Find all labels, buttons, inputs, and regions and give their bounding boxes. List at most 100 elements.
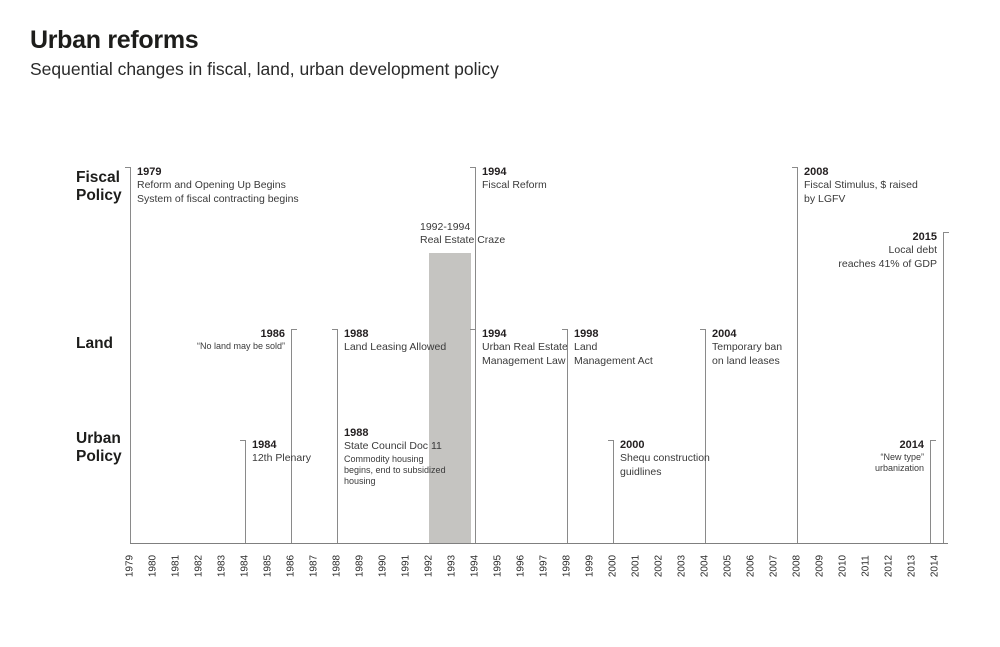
event-year: 2000 — [620, 439, 645, 451]
x-tick-label: 1997 — [538, 554, 550, 578]
event-fiscal-1979: 1979 Reform and Opening Up Begins System o… — [137, 166, 299, 206]
x-tick-label: 1989 — [354, 554, 366, 578]
x-tick-label: 2008 — [791, 554, 803, 578]
event-text-line: Shequ construction — [620, 452, 710, 464]
event-year: 1988 — [344, 427, 369, 439]
event-text-line: reaches 41% of GDP — [838, 257, 937, 270]
page-title: Urban reforms — [30, 26, 199, 54]
event-line — [291, 329, 292, 543]
x-tick-label: 2007 — [768, 554, 780, 578]
event-text-line: Temporary ban — [712, 341, 783, 353]
event-line — [567, 329, 568, 543]
event-line-cap — [332, 329, 337, 330]
event-year: 1994 — [482, 328, 507, 340]
event-line — [943, 232, 944, 543]
event-line — [613, 440, 614, 543]
event-year: 2014 — [899, 439, 924, 451]
event-text-line: Urban Real Estate — [482, 341, 568, 353]
x-tick-label: 1986 — [285, 554, 297, 578]
x-tick-label: 1987 — [308, 554, 320, 578]
x-tick-label: 2003 — [676, 554, 688, 578]
x-tick-label: 1990 — [377, 554, 389, 578]
event-line-cap — [562, 329, 567, 330]
event-line-cap — [700, 329, 705, 330]
event-year: 1986 — [260, 328, 285, 340]
x-tick-label: 2001 — [630, 554, 642, 578]
x-tick-label: 1994 — [469, 554, 481, 578]
event-line-cap — [792, 167, 797, 168]
event-year: 1979 — [137, 166, 162, 178]
x-tick-label: 1999 — [584, 554, 596, 578]
event-urban-2000: 2000 Shequ construction guidlines — [620, 439, 710, 479]
x-tick-label: 2005 — [722, 554, 734, 578]
x-tick-label: 1984 — [239, 554, 251, 578]
event-year: 2015 — [912, 231, 937, 243]
event-line-cap — [292, 329, 297, 330]
event-line — [797, 167, 798, 543]
event-line-cap — [931, 440, 936, 441]
event-line — [930, 440, 931, 543]
event-year: 1984 — [252, 439, 277, 451]
x-tick-label: 2000 — [607, 554, 619, 578]
event-text-line: Fiscal Stimulus, $ raised — [804, 179, 918, 191]
x-tick-label: 1979 — [124, 554, 136, 578]
event-fiscal-2008: 2008 Fiscal Stimulus, $ raised by LGFV — [804, 166, 918, 206]
event-urban-1988: 1988 State Council Doc 11 Commodity housin… — [344, 427, 446, 487]
event-year: 1998 — [574, 328, 599, 340]
event-subtext-line: begins, end to subsidized — [344, 464, 446, 475]
event-subtext-line: “New type” — [880, 452, 924, 462]
row-label-land: Land — [76, 335, 114, 352]
event-line-cap — [608, 440, 613, 441]
real-estate-craze-label: 1992-1994 Real Estate Craze — [420, 221, 505, 247]
event-text-line: on land leases — [712, 354, 780, 367]
event-land-1986: 1986 “No land may be sold” — [197, 328, 285, 352]
event-fiscal-1994: 1994 Fiscal Reform — [482, 166, 547, 193]
event-urban-2014: 2014 “New type” urbanization — [875, 439, 924, 474]
event-text-line: System of fiscal contracting begins — [137, 192, 299, 205]
x-tick-label: 1998 — [561, 554, 573, 578]
event-land-1994: 1994 Urban Real Estate Management Law — [482, 328, 568, 368]
event-subtext-line: urbanization — [874, 463, 924, 473]
event-year: 2008 — [804, 166, 829, 178]
band-label-line: 1992-1994 — [420, 221, 471, 233]
event-subtext-line: “No land may be sold” — [196, 341, 285, 351]
page-subtitle: Sequential changes in fiscal, land, urba… — [30, 59, 499, 79]
event-text-line: Land — [574, 341, 598, 353]
event-line — [475, 329, 476, 543]
x-tick-label: 2014 — [929, 554, 941, 578]
event-subtext-line: housing — [344, 475, 376, 486]
event-year: 2004 — [712, 328, 737, 340]
x-tick-label: 1993 — [446, 554, 458, 578]
event-text-line: Fiscal Reform — [482, 179, 547, 191]
event-line — [130, 167, 131, 543]
row-label-fiscal: Fiscal Policy — [76, 169, 122, 204]
real-estate-craze-band — [429, 253, 471, 543]
x-tick-label: 1980 — [147, 554, 159, 578]
event-line — [337, 440, 338, 543]
event-year: 1994 — [482, 166, 507, 178]
band-label-line: Real Estate Craze — [420, 234, 506, 246]
event-line-cap — [470, 167, 475, 168]
x-tick-label: 2004 — [699, 554, 711, 578]
x-tick-label: 2012 — [883, 554, 895, 578]
event-subtext-line: Commodity housing — [344, 453, 424, 464]
x-tick-label: 2011 — [860, 555, 872, 577]
x-tick-label: 1983 — [216, 554, 228, 578]
event-text-line: State Council Doc 11 — [344, 440, 442, 452]
x-tick-label: 1981 — [170, 554, 182, 578]
event-line-cap — [470, 329, 475, 330]
event-line-cap — [240, 440, 245, 441]
x-tick-label: 1991 — [400, 554, 412, 578]
x-tick-label: 1985 — [262, 554, 274, 578]
event-urban-1984: 1984 12th Plenary — [252, 439, 311, 466]
event-land-1988: 1988 Land Leasing Allowed — [344, 328, 446, 355]
x-tick-label: 2010 — [837, 554, 849, 578]
event-line-cap — [944, 232, 949, 233]
event-line — [337, 329, 338, 543]
event-fiscal-2015: 2015 Local debt reaches 41% of GDP — [838, 231, 937, 271]
x-tick-label: 2009 — [814, 554, 826, 578]
x-tick-label: 1992 — [423, 554, 435, 578]
x-tick-label: 1996 — [515, 554, 527, 578]
x-axis-line — [130, 543, 949, 544]
